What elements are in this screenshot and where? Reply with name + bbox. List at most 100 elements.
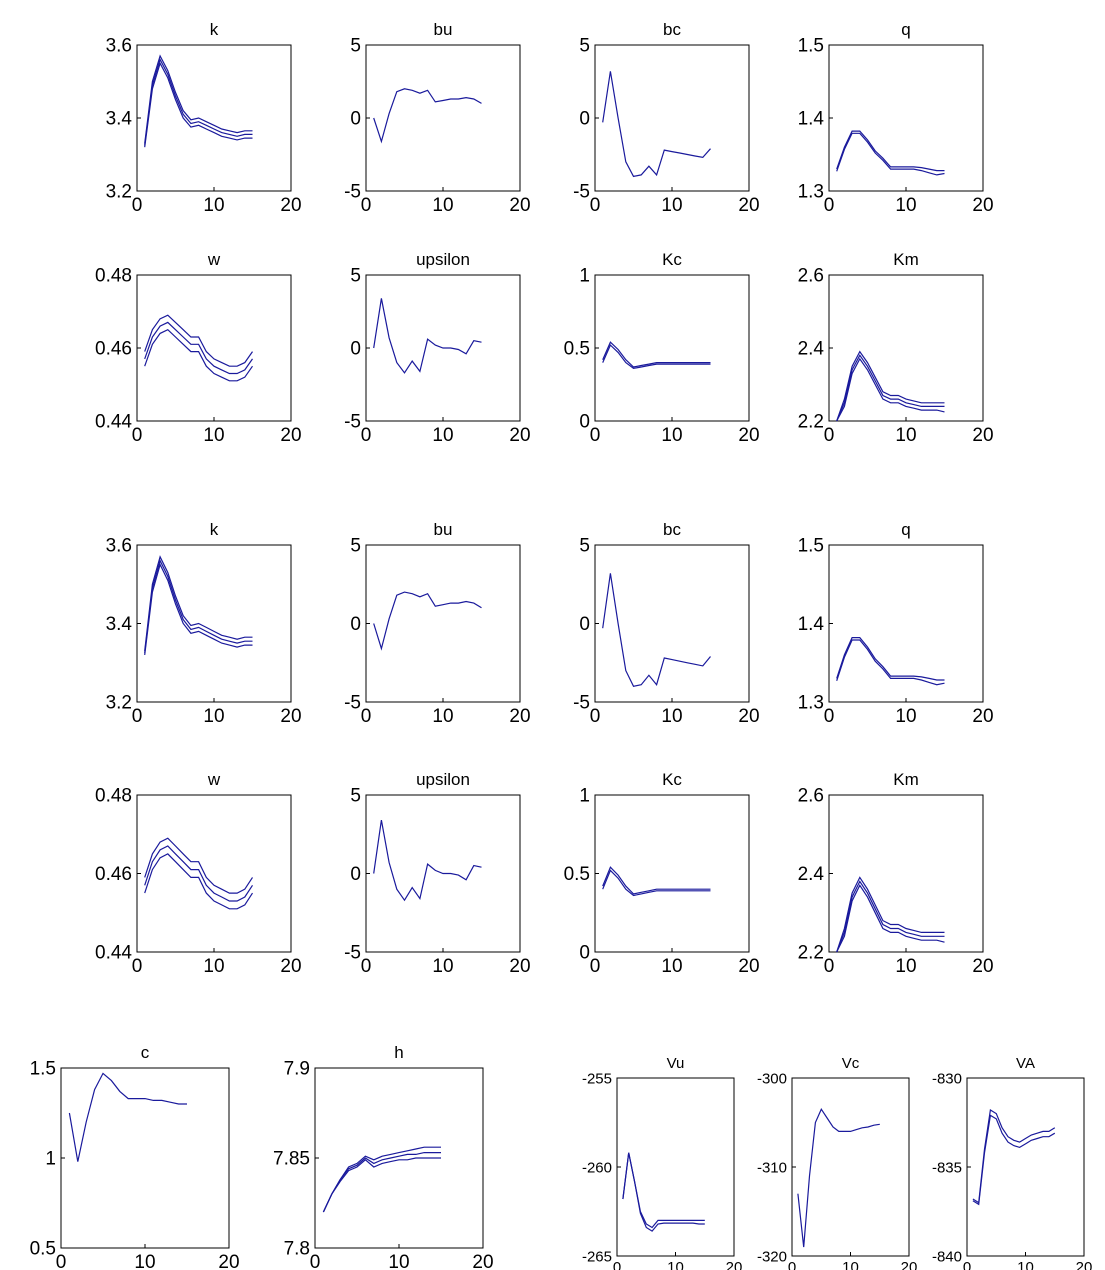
series-line-1 bbox=[144, 58, 253, 146]
subplot-15: Km 0 10 20 2.2 2.4 2.6 bbox=[798, 770, 994, 977]
y-tick-label: 5 bbox=[579, 36, 590, 57]
subplot-title: w bbox=[207, 770, 221, 789]
y-tick-label: 0.44 bbox=[95, 412, 132, 433]
x-tick-label: 0 bbox=[361, 195, 372, 216]
x-tick-label: 0 bbox=[613, 1259, 621, 1270]
y-tick-label: 2.2 bbox=[798, 943, 824, 964]
y-tick-label: -5 bbox=[344, 693, 361, 714]
x-tick-label: 20 bbox=[509, 425, 530, 446]
axes-box bbox=[594, 44, 750, 192]
y-tick-label: -835 bbox=[932, 1159, 962, 1176]
x-tick-label: 20 bbox=[280, 195, 301, 216]
subplot-title: VA bbox=[1016, 1055, 1035, 1072]
series-line-0 bbox=[602, 866, 711, 895]
subplot-4: w 0 10 20 0.44 0.46 0.48 bbox=[95, 250, 302, 446]
y-tick-label: 7.85 bbox=[273, 1149, 310, 1170]
subplot-0: k 0 10 20 3.2 3.4 3.6 bbox=[106, 20, 302, 216]
x-tick-label: 0 bbox=[963, 1259, 971, 1270]
series-line-0 bbox=[836, 350, 945, 422]
x-tick-label: 0 bbox=[824, 425, 835, 446]
axes-box bbox=[136, 274, 292, 422]
series-line-0 bbox=[68, 1072, 187, 1162]
subplot-14: Kc 0 10 20 0 0.5 1 bbox=[564, 770, 760, 977]
subplot-title: k bbox=[210, 520, 219, 539]
y-tick-label: 0 bbox=[579, 412, 590, 433]
series-line-0 bbox=[373, 298, 482, 374]
x-tick-label: 10 bbox=[895, 425, 916, 446]
y-tick-label: 1.4 bbox=[798, 109, 825, 130]
y-tick-label: 3.6 bbox=[106, 536, 132, 557]
axes-box bbox=[594, 794, 750, 953]
series-line-0 bbox=[602, 573, 711, 687]
x-tick-label: 20 bbox=[218, 1252, 239, 1270]
x-tick-label: 20 bbox=[280, 956, 301, 977]
x-tick-label: 10 bbox=[432, 425, 453, 446]
x-tick-label: 0 bbox=[590, 195, 601, 216]
x-tick-label: 10 bbox=[661, 956, 682, 977]
series-line-1 bbox=[972, 1114, 1056, 1206]
series-line-1 bbox=[322, 1151, 441, 1213]
y-tick-label: 0 bbox=[579, 109, 590, 130]
axes-box bbox=[828, 274, 984, 422]
subplot-20: VA 0 10 20 -840 -835 -830 bbox=[932, 1055, 1092, 1270]
x-tick-label: 0 bbox=[132, 425, 143, 446]
x-tick-label: 0 bbox=[132, 706, 143, 727]
x-tick-label: 0 bbox=[56, 1252, 67, 1270]
y-tick-label: -260 bbox=[582, 1159, 612, 1176]
subplot-title: k bbox=[210, 20, 219, 39]
subplot-19: Vc 0 10 20 -320 -310 -300 bbox=[757, 1055, 917, 1270]
subplot-title: bu bbox=[434, 520, 453, 539]
series-line-0 bbox=[602, 341, 711, 368]
x-tick-label: 20 bbox=[972, 425, 993, 446]
subplot-title: q bbox=[901, 520, 910, 539]
series-line-1 bbox=[144, 845, 254, 902]
x-tick-label: 0 bbox=[824, 195, 835, 216]
axes-box bbox=[966, 1077, 1085, 1257]
series-line-1 bbox=[836, 132, 945, 176]
axes-box bbox=[616, 1077, 735, 1257]
y-tick-label: 5 bbox=[579, 536, 590, 557]
y-tick-label: 1.4 bbox=[798, 614, 825, 635]
x-tick-label: 20 bbox=[901, 1259, 918, 1270]
subplot-title: c bbox=[141, 1043, 150, 1062]
y-tick-label: 3.2 bbox=[106, 182, 132, 203]
y-tick-label: 0.5 bbox=[564, 339, 590, 360]
subplot-16: c 0 10 20 0.5 1 1.5 bbox=[30, 1043, 240, 1270]
x-tick-label: 10 bbox=[895, 706, 916, 727]
x-tick-label: 10 bbox=[388, 1252, 409, 1270]
y-tick-label: -265 bbox=[582, 1248, 612, 1265]
subplot-6: Kc 0 10 20 0 0.5 1 bbox=[564, 250, 760, 446]
subplot-title: w bbox=[207, 250, 221, 269]
y-tick-label: -840 bbox=[932, 1248, 962, 1265]
series-line-0 bbox=[144, 555, 253, 652]
y-tick-label: 0 bbox=[350, 339, 361, 360]
subplot-11: q 0 10 20 1.3 1.4 1.5 bbox=[798, 520, 994, 727]
series-line-1 bbox=[836, 639, 945, 686]
series-line-1 bbox=[836, 880, 945, 953]
axes-box bbox=[365, 44, 521, 192]
series-line-2 bbox=[144, 562, 253, 655]
x-tick-label: 10 bbox=[895, 956, 916, 977]
axes-box bbox=[594, 274, 750, 422]
y-tick-label: 0 bbox=[350, 109, 361, 130]
y-tick-label: -255 bbox=[582, 1070, 612, 1087]
subplot-title: bc bbox=[663, 520, 681, 539]
x-tick-label: 0 bbox=[590, 956, 601, 977]
series-line-1 bbox=[144, 559, 253, 653]
x-tick-label: 0 bbox=[361, 956, 372, 977]
y-tick-label: 1 bbox=[579, 786, 590, 807]
series-line-1 bbox=[836, 354, 945, 422]
series-line-2 bbox=[144, 61, 253, 148]
axes-box bbox=[365, 544, 521, 703]
x-tick-label: 0 bbox=[361, 706, 372, 727]
y-tick-label: 2.6 bbox=[798, 786, 824, 807]
subplot-title: Km bbox=[893, 770, 919, 789]
y-tick-label: 0 bbox=[350, 614, 361, 635]
y-tick-label: 1.3 bbox=[798, 693, 824, 714]
y-tick-label: 1 bbox=[579, 266, 590, 287]
y-tick-label: 3.6 bbox=[106, 36, 132, 57]
x-tick-label: 10 bbox=[895, 195, 916, 216]
series-line-0 bbox=[602, 71, 711, 178]
